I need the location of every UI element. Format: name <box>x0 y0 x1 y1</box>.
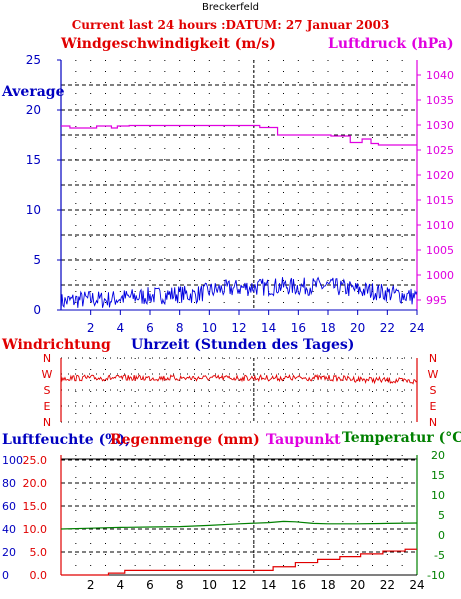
humidity-tick-label: 60 <box>2 500 16 513</box>
average-label: Average <box>2 84 65 100</box>
direction-tick-label: S <box>430 384 437 397</box>
pressure-tick-label: 995 <box>426 294 447 307</box>
wind-direction-label: Windrichtung <box>2 337 111 353</box>
pressure-tick-label: 1040 <box>426 69 454 82</box>
direction-tick-label: N <box>43 416 51 429</box>
temperature-tick-label: 5 <box>438 509 445 522</box>
wind-direction-line <box>60 373 418 385</box>
time-tick-label: 10 <box>202 321 217 335</box>
wind-tick-label: 25 <box>26 53 41 67</box>
time-tick-label: 6 <box>146 321 154 335</box>
time-tick-label: 8 <box>176 321 184 335</box>
temperature-line <box>60 520 418 530</box>
temperature-tick-label: 15 <box>431 469 445 482</box>
wind-tick-label: 10 <box>26 203 41 217</box>
time-tick-label: 12 <box>231 578 246 592</box>
pressure-line <box>61 124 417 146</box>
pressure-label: Luftdruck (hPa) <box>328 36 454 52</box>
direction-tick-label: N <box>429 352 437 365</box>
direction-tick-label: S <box>44 384 51 397</box>
time-tick-label: 18 <box>320 321 335 335</box>
wind-tick-label: 20 <box>26 103 41 117</box>
time-tick-label: 18 <box>320 578 335 592</box>
humidity-tick-label: 0 <box>2 569 9 582</box>
time-tick-label: 6 <box>146 578 154 592</box>
direction-tick-label: E <box>430 400 437 413</box>
temperature-tick-label: -5 <box>434 549 445 562</box>
wind-tick-label: 15 <box>26 153 41 167</box>
pressure-tick-label: 1030 <box>426 119 454 132</box>
time-tick-label: 8 <box>176 578 184 592</box>
time-tick-label: 14 <box>261 321 276 335</box>
time-tick-label: 16 <box>291 321 306 335</box>
station-name: Breckerfeld <box>202 2 259 13</box>
time-tick-label: 24 <box>409 321 424 335</box>
time-tick-label: 2 <box>87 578 95 592</box>
rain-tick-label: 0.0 <box>30 569 48 582</box>
direction-tick-label: W <box>42 368 53 381</box>
rain-tick-label: 15.0 <box>23 500 48 513</box>
time-tick-label: 4 <box>117 578 125 592</box>
humidity-tick-label: 20 <box>2 546 16 559</box>
report-heading: Current last 24 hours :DATUM: 27 Januar … <box>71 18 390 32</box>
temperature-label: Temperatur (°C) <box>342 430 461 446</box>
humidity-tick-label: 100 <box>2 454 23 467</box>
time-tick-label: 20 <box>350 578 365 592</box>
temperature-tick-label: 10 <box>431 489 445 502</box>
rain-tick-label: 10.0 <box>23 523 48 536</box>
time-tick-label: 22 <box>380 578 395 592</box>
time-tick-label: 10 <box>202 578 217 592</box>
temperature-tick-label: -10 <box>427 569 445 582</box>
direction-tick-label: N <box>43 352 51 365</box>
humidity-tick-label: 40 <box>2 523 16 536</box>
temperature-tick-label: 0 <box>438 529 445 542</box>
pressure-tick-label: 1015 <box>426 194 454 207</box>
wind-tick-label: 0 <box>33 303 41 317</box>
rain-line <box>61 548 417 576</box>
time-tick-label: 24 <box>409 578 424 592</box>
rain-label: Regenmenge (mm) <box>110 432 260 448</box>
wind-tick-label: 5 <box>33 253 41 267</box>
pressure-tick-label: 1010 <box>426 219 454 232</box>
rain-tick-label: 5.0 <box>30 546 48 559</box>
pressure-tick-label: 1025 <box>426 144 454 157</box>
direction-tick-label: N <box>429 416 437 429</box>
pressure-tick-label: 1020 <box>426 169 454 182</box>
time-tick-label: 4 <box>117 321 125 335</box>
wind-speed-line <box>60 276 418 311</box>
wind-speed-label: Windgeschwindigkeit (m/s) <box>61 36 276 52</box>
pressure-tick-label: 1035 <box>426 94 454 107</box>
direction-tick-label: W <box>428 368 439 381</box>
rain-tick-label: 20.0 <box>23 477 48 490</box>
time-tick-label: 20 <box>350 321 365 335</box>
dewpoint-label: Taupunkt <box>266 432 341 448</box>
pressure-tick-label: 1000 <box>426 269 454 282</box>
humidity-tick-label: 80 <box>2 477 16 490</box>
time-tick-label: 22 <box>380 321 395 335</box>
time-tick-label: 14 <box>261 578 276 592</box>
pressure-tick-label: 1005 <box>426 244 454 257</box>
rain-tick-label: 25.0 <box>23 454 48 467</box>
time-tick-label: 12 <box>231 321 246 335</box>
humidity-label: Luftfeuchte (%), <box>2 432 130 448</box>
temperature-tick-label: 20 <box>431 449 445 462</box>
time-axis-label: Uhrzeit (Stunden des Tages) <box>131 337 355 353</box>
direction-tick-label: E <box>44 400 51 413</box>
time-tick-label: 2 <box>87 321 95 335</box>
time-tick-label: 16 <box>291 578 306 592</box>
